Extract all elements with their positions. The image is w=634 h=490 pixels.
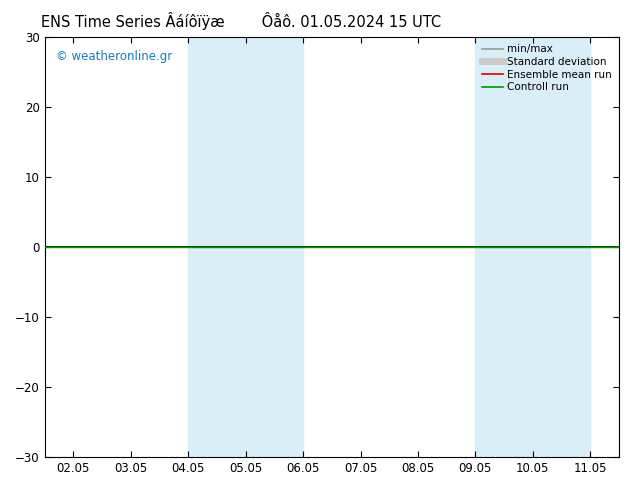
Bar [476,37,590,457]
Bar [188,37,303,457]
Text: ENS Time Series Âáíôïÿæ        Ôåô. 01.05.2024 15 UTC: ENS Time Series Âáíôïÿæ Ôåô. 01.05.2024 … [41,12,441,30]
Legend: min/max, Standard deviation, Ensemble mean run, Controll run: min/max, Standard deviation, Ensemble me… [480,42,614,95]
Text: © weatheronline.gr: © weatheronline.gr [56,50,172,63]
